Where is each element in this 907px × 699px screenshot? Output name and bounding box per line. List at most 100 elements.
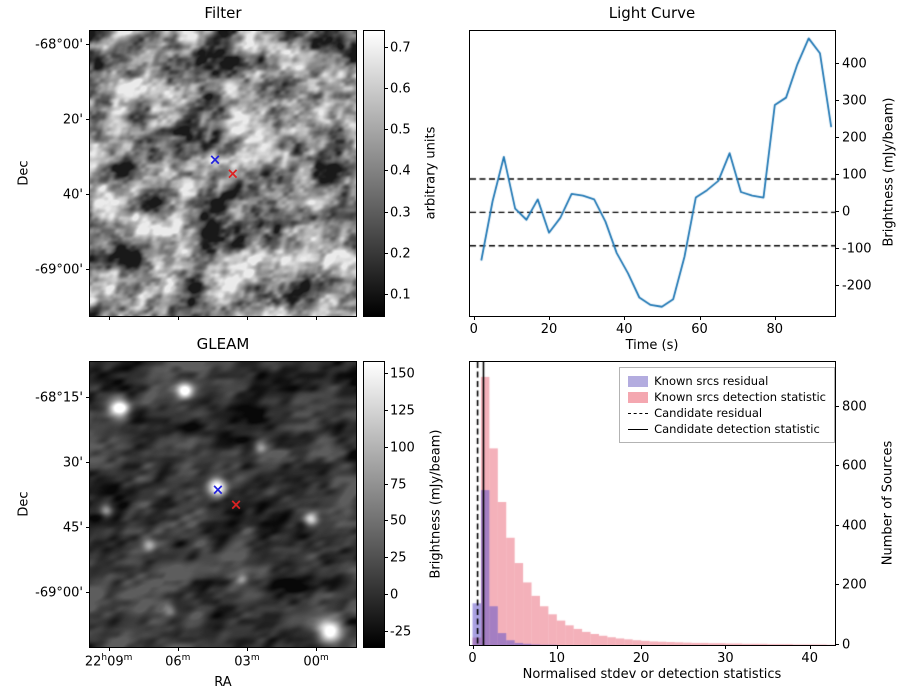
tick-mark	[86, 592, 90, 594]
tick-mark	[556, 645, 558, 649]
filter-ytick-label: 20'	[62, 112, 83, 128]
gleam-ytick-label: -69°00'	[35, 585, 83, 601]
light-curve-ytick-label: 100	[842, 167, 867, 183]
tick-mark	[108, 647, 110, 651]
light-curve-ytick-label: 300	[842, 93, 867, 109]
tick-mark	[835, 63, 839, 65]
tick-mark	[473, 316, 475, 320]
tick-mark	[472, 645, 474, 649]
light-curve-ytick-label: 0	[842, 204, 851, 220]
gleam-colorbar-tick-label: 100	[390, 440, 415, 456]
gleam-colorbar-tick-label: 150	[390, 366, 415, 382]
legend-entry: Known srcs detection statistic	[628, 389, 826, 405]
tick-mark	[835, 100, 839, 102]
tick-mark	[835, 211, 839, 213]
gleam-xtick-label: 00m	[303, 653, 329, 670]
tick-mark	[246, 316, 248, 320]
tick-mark	[316, 647, 318, 651]
filter-candidate-marker: ×	[208, 150, 222, 169]
gleam-xtick-label: 22h09m	[84, 653, 133, 670]
legend-label: Known srcs residual	[654, 374, 769, 388]
legend-swatch-solid-line	[628, 428, 649, 430]
tick-mark	[384, 446, 388, 448]
tick-mark	[384, 46, 388, 48]
tick-mark	[384, 631, 388, 633]
gleam-ytick-label: -68°15'	[35, 390, 83, 406]
tick-mark	[86, 526, 90, 528]
tick-mark	[246, 647, 248, 651]
light-curve-xtick-label: 80	[766, 322, 784, 337]
legend-entry: Candidate residual	[628, 405, 826, 421]
tick-mark	[316, 316, 318, 320]
filter-ytick-label: 40'	[62, 187, 83, 203]
light-curve-panel	[469, 30, 836, 317]
tick-mark	[384, 594, 388, 596]
filter-colorbar-tick-label: 0.4	[390, 163, 411, 179]
filter-colorbar-tick-label: 0.3	[390, 205, 411, 221]
histogram-xtick-label: 30	[717, 651, 734, 666]
filter-colorbar-tick-label: 0.1	[390, 287, 411, 303]
tick-mark	[835, 174, 839, 176]
light-curve-ytick-label: 200	[842, 130, 867, 146]
gleam-candidate-marker: ×	[211, 480, 225, 499]
tick-mark	[835, 584, 839, 586]
histogram-xtick-label: 0	[468, 651, 477, 666]
histogram-ytick-label: 0	[842, 637, 851, 653]
light-curve-ylabel: Brightness (mJy/beam)	[881, 97, 897, 247]
light-curve-xtick-label: 0	[469, 322, 478, 337]
legend-swatch-dashed-line	[628, 412, 649, 414]
gleam-ytick-label: 30'	[62, 455, 83, 471]
filter-colorbar-tick-label: 0.5	[390, 122, 411, 138]
histogram-ytick-label: 400	[842, 518, 867, 534]
filter-reference-marker: ×	[226, 164, 240, 183]
filter-colorbar-tick-label: 0.6	[390, 81, 411, 97]
light-curve-plot	[470, 31, 835, 316]
tick-mark	[86, 269, 90, 271]
tick-mark	[809, 645, 811, 649]
gleam-colorbar-tick-label: 125	[390, 403, 415, 419]
tick-mark	[384, 409, 388, 411]
gleam-colorbar-tick-label: 0	[390, 587, 399, 603]
gleam-title: GLEAM	[196, 335, 250, 353]
light-curve-xtick-label: 40	[615, 322, 633, 337]
gleam-colorbar-tick-label: 25	[390, 550, 407, 566]
tick-mark	[384, 253, 388, 255]
tick-mark	[384, 87, 388, 89]
tick-mark	[835, 524, 839, 526]
filter-colorbar-tick-label: 0.2	[390, 246, 411, 262]
legend-entry: Candidate detection statistic	[628, 421, 826, 437]
light-curve-ytick-label: -100	[842, 241, 872, 257]
histogram-legend: Known srcs residual Known srcs detection …	[619, 367, 835, 443]
tick-mark	[384, 170, 388, 172]
tick-mark	[549, 316, 551, 320]
histogram-ytick-label: 600	[842, 458, 867, 474]
tick-mark	[384, 372, 388, 374]
legend-label: Candidate detection statistic	[654, 422, 820, 436]
filter-title: Filter	[204, 4, 242, 22]
tick-mark	[108, 316, 110, 320]
tick-mark	[384, 483, 388, 485]
histogram-ylabel: Number of Sources	[880, 440, 896, 566]
filter-colorbar	[363, 30, 385, 317]
tick-mark	[86, 193, 90, 195]
gleam-colorbar-tick-label: 50	[390, 513, 407, 529]
legend-label: Known srcs detection statistic	[654, 390, 826, 404]
filter-ytick-label: -68°00'	[35, 37, 83, 53]
gleam-ylabel: Dec	[16, 491, 32, 517]
filter-ytick-label: -69°00'	[35, 262, 83, 278]
tick-mark	[725, 645, 727, 649]
light-curve-xtick-label: 20	[540, 322, 558, 337]
histogram-xtick-label: 40	[801, 651, 818, 666]
filter-image-panel	[89, 30, 357, 317]
tick-mark	[835, 405, 839, 407]
gleam-xlabel: RA	[214, 675, 232, 690]
gleam-image-panel	[89, 361, 357, 648]
filter-colorbar-tick-label: 0.7	[390, 40, 411, 56]
gleam-image	[90, 362, 356, 647]
legend-entry: Known srcs residual	[628, 373, 826, 389]
legend-swatch-patch	[628, 375, 649, 387]
tick-mark	[699, 316, 701, 320]
tick-mark	[835, 465, 839, 467]
tick-mark	[835, 137, 839, 139]
tick-mark	[86, 118, 90, 120]
